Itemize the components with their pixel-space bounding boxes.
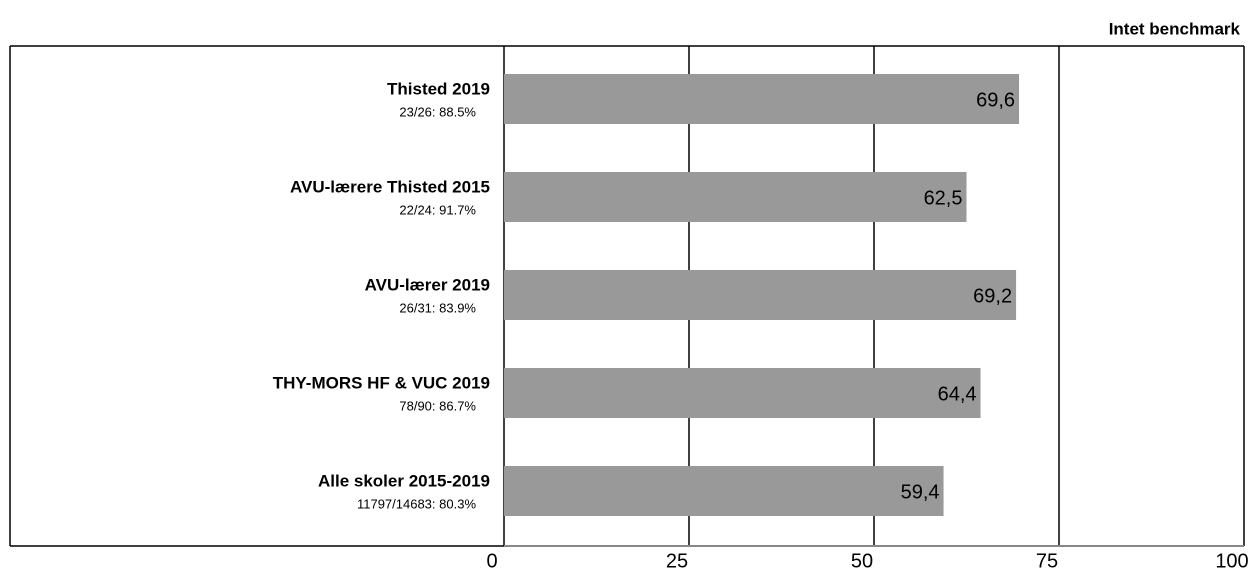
x-tick-label: 0 [486,550,497,572]
x-tick-label: 25 [666,550,688,572]
value-label: 69,2 [973,285,1012,307]
x-tick-label: 50 [851,550,873,572]
value-label: 59,4 [901,481,940,503]
category-note: 11797/14683: 80.3% [357,496,476,511]
category-label: THY-MORS HF & VUC 2019 [273,373,490,392]
category-label: Thisted 2019 [387,79,490,98]
x-tick-label: 75 [1036,550,1058,572]
value-label: 69,6 [976,89,1015,111]
bar [504,74,1020,124]
bar [504,270,1017,320]
category-note: 23/26: 88.5% [399,104,476,119]
annotation: Intet benchmark [1109,19,1241,38]
bar [504,466,944,516]
category-note: 22/24: 91.7% [399,202,476,217]
category-note: 26/31: 83.9% [399,300,476,315]
bar [504,172,967,222]
category-label: Alle skoler 2015-2019 [318,471,490,490]
category-note: 78/90: 86.7% [399,398,476,413]
bar [504,368,981,418]
value-label: 64,4 [938,383,977,405]
category-label: AVU-lærere Thisted 2015 [290,177,490,196]
category-label: AVU-lærer 2019 [365,275,490,294]
x-tick-label: 100 [1215,550,1248,572]
value-label: 62,5 [924,187,963,209]
